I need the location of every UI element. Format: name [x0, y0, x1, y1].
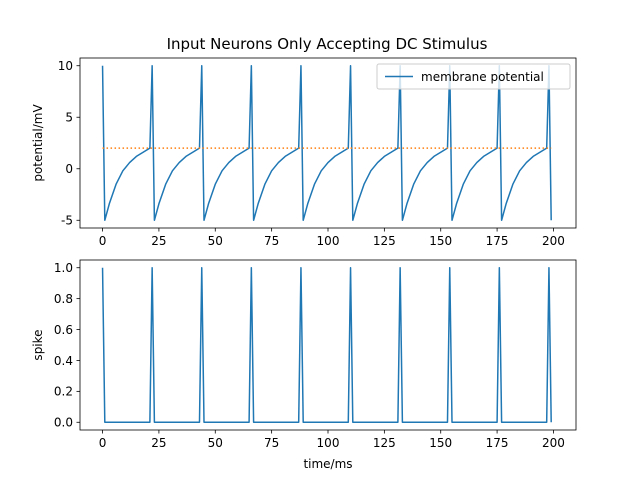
x-tick-label: 200	[542, 234, 565, 248]
x-tick-label: 75	[264, 436, 279, 450]
y-tick-label: 10	[58, 59, 73, 73]
x-tick-label: 175	[486, 234, 509, 248]
potential-ticks: 0 25 50 75 100 125 150 175 200 -5 0 5 10	[58, 59, 565, 248]
x-tick-label: 25	[151, 436, 166, 450]
legend: membrane potential	[376, 63, 571, 90]
x-tick-label: 100	[317, 234, 340, 248]
y-tick-label: 0.6	[54, 323, 73, 337]
x-tick-label: 0	[99, 436, 107, 450]
x-tick-label: 50	[208, 436, 223, 450]
potential-ylabel: potential/mV	[31, 104, 45, 182]
potential-axes: 0 25 50 75 100 125 150 175 200 -5 0 5 10 potential/m…	[31, 57, 577, 248]
spike-train-line	[101, 266, 552, 424]
x-tick-label: 150	[429, 436, 452, 450]
x-tick-label: 25	[151, 234, 166, 248]
x-tick-label: 100	[317, 436, 340, 450]
y-tick-label: 1.0	[54, 261, 73, 275]
y-tick-label: 0	[65, 162, 73, 176]
x-tick-label: 0	[99, 234, 107, 248]
y-tick-label: 0.0	[54, 416, 73, 430]
membrane-potential-line	[101, 64, 552, 222]
spike-axes: 0 25 50 75 100 125 150 175 200 0.0 0.2 0.4 0.6 0.8 1.0…	[31, 259, 577, 471]
y-tick-label: -5	[61, 214, 73, 228]
legend-entry-membrane-potential: membrane potential	[421, 70, 544, 84]
spike-plot-area	[101, 266, 552, 424]
x-tick-label: 75	[264, 234, 279, 248]
time-xlabel: time/ms	[303, 457, 352, 471]
y-tick-label: 0.8	[54, 292, 73, 306]
x-tick-label: 50	[208, 234, 223, 248]
y-tick-label: 0.4	[54, 354, 73, 368]
spike-ticks: 0 25 50 75 100 125 150 175 200 0.0 0.2 0.4 0.6 0.8 1.0	[54, 261, 565, 450]
x-tick-label: 200	[542, 436, 565, 450]
x-tick-label: 175	[486, 436, 509, 450]
x-tick-label: 125	[373, 234, 396, 248]
y-tick-label: 5	[65, 111, 73, 125]
x-tick-label: 125	[373, 436, 396, 450]
chart-title: Input Neurons Only Accepting DC Stimulus	[167, 35, 488, 53]
y-tick-label: 0.2	[54, 385, 73, 399]
spike-ylabel: spike	[31, 329, 45, 360]
x-tick-label: 150	[429, 234, 452, 248]
legend-box	[376, 63, 571, 90]
potential-plot-area	[101, 64, 552, 222]
